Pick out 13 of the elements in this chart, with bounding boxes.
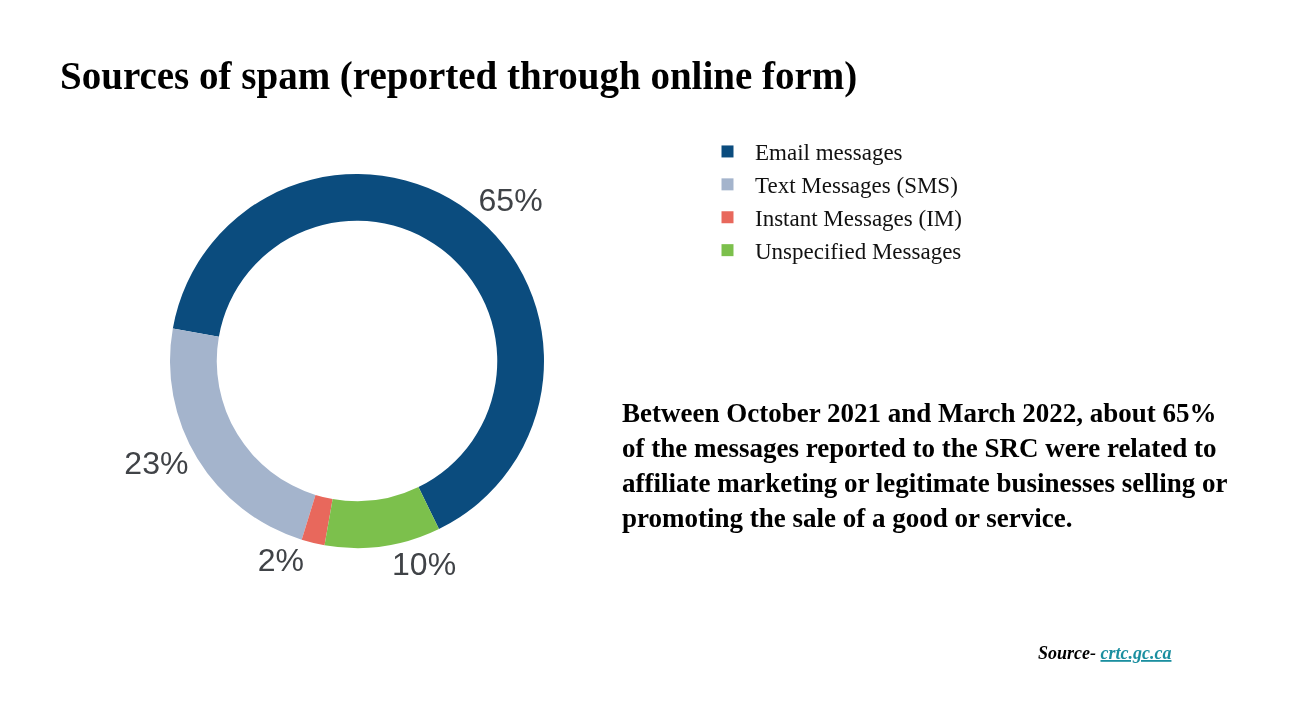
data-label: 2%: [257, 541, 305, 578]
text: Between October 2021 and March 2022, about 65% of the messages reported to the SRC were related to affiliate marketing or legitimate businesses selling or promoting the sale of a good or service.: [622, 398, 1228, 534]
chart-title: Sources of spam (reported through online form): [60, 54, 858, 98]
legend-label: Email messages: [755, 140, 903, 166]
source-note: Source- crtc.gc.ca: [1038, 643, 1172, 663]
data-label: 10%: [392, 545, 457, 582]
legend-label: Text Messages (SMS): [755, 173, 958, 199]
data-label: 23%: [124, 445, 189, 482]
legend-label: Unspecified Messages: [755, 239, 962, 265]
donut-slice: [324, 487, 439, 548]
donut-slice: [301, 494, 333, 546]
data-label: 65%: [478, 182, 543, 219]
legend-label: Instant Messages (IM): [755, 206, 962, 232]
